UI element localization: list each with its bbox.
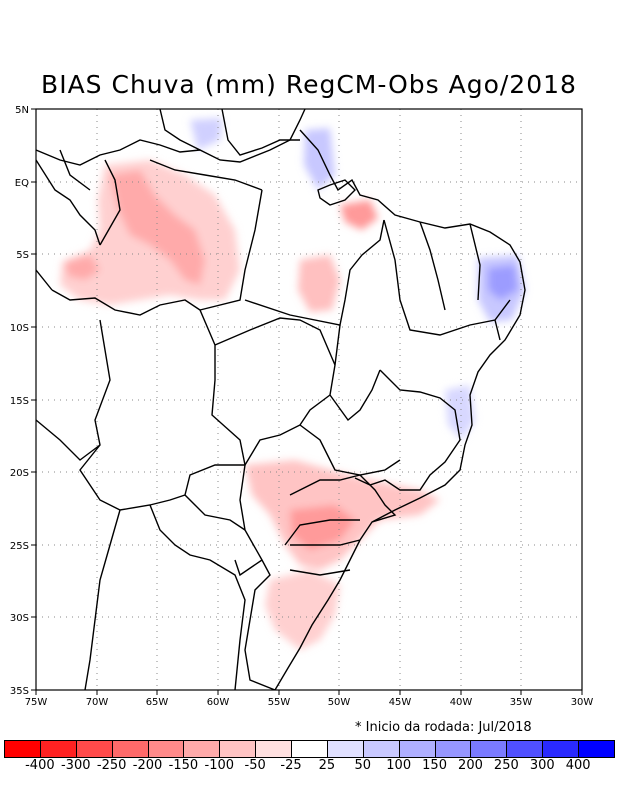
- legend-swatch: [39, 740, 77, 758]
- border-colombia-venezuela: [36, 149, 101, 246]
- bias-area-guiana: [190, 118, 222, 150]
- lat-label: 10S: [10, 323, 29, 334]
- legend-swatch: [578, 740, 615, 758]
- lon-label: 60W: [207, 697, 230, 708]
- border-sao-paulo: [284, 474, 397, 546]
- border-argentina: [149, 504, 246, 690]
- border-para: [244, 219, 385, 326]
- legend-swatch: [470, 740, 508, 758]
- border-west: [51, 289, 276, 690]
- lon-label: 75W: [25, 697, 48, 708]
- bias-core-west: [65, 255, 100, 280]
- lat-label: 30S: [10, 613, 29, 624]
- color-legend: [4, 740, 615, 758]
- legend-label: -250: [96, 758, 127, 773]
- lon-label: 40W: [450, 697, 473, 708]
- border-tocantins: [329, 324, 381, 422]
- legend-label: -50: [244, 758, 266, 773]
- lon-label: 35W: [510, 697, 533, 708]
- boundaries: [36, 109, 526, 690]
- legend-swatch: [75, 740, 113, 758]
- bias-area-rs: [265, 570, 340, 650]
- lon-label: 45W: [389, 697, 412, 708]
- border-bolivia-peru: [36, 269, 186, 511]
- border-parana-sc: [289, 539, 361, 576]
- bias-core-amazon: [110, 170, 205, 285]
- legend-label: 250: [493, 758, 519, 773]
- legend-label: -150: [168, 758, 199, 773]
- lat-labels: 5N EQ 5S 10S 15S 20S 25S 30S 35S: [10, 105, 29, 697]
- border-mato-grosso: [214, 317, 336, 366]
- lon-label: 30W: [571, 697, 594, 708]
- lon-label: 70W: [86, 697, 109, 708]
- lat-label: EQ: [15, 178, 29, 189]
- legend-label: 200: [458, 758, 483, 773]
- legend-swatch: [255, 740, 292, 758]
- legend-swatch: [111, 740, 149, 758]
- legend-label: -25: [280, 758, 302, 773]
- lon-label: 65W: [146, 697, 169, 708]
- lon-labels: 75W 70W 65W 60W 55W 50W 45W 40W 35W 30W: [25, 697, 594, 708]
- legend-swatch: [291, 740, 328, 758]
- legend-swatch: [362, 740, 400, 758]
- border-goias: [244, 394, 401, 476]
- legend-labels: -400 -300 -250 -200 -150 -100 -50 -25 25 50 100 150…: [0, 758, 618, 778]
- map-title: BIAS Chuva (mm) RegCM-Obs Ago/2018: [41, 70, 577, 99]
- lat-label: 20S: [10, 468, 29, 479]
- legend-swatch: [147, 740, 185, 758]
- legend-label: -400: [25, 758, 55, 773]
- legend-swatch: [183, 740, 221, 758]
- bias-area-amapa: [304, 128, 335, 190]
- legend-label: -200: [132, 758, 163, 773]
- bias-core-south: [290, 505, 355, 550]
- bias-core-northeast: [488, 265, 518, 300]
- coastline: [36, 109, 526, 690]
- legend-swatch: [434, 740, 472, 758]
- border-guianas: [159, 109, 300, 156]
- border-peru-chile: [36, 419, 121, 690]
- legend-label: 400: [565, 758, 591, 773]
- grid-lines: [36, 109, 582, 690]
- legend-swatch: [506, 740, 544, 758]
- legend-label: 300: [529, 758, 555, 773]
- legend-label: 150: [422, 758, 447, 773]
- bias-shading: [60, 118, 525, 650]
- border-minas: [354, 369, 461, 491]
- legend-swatch: [219, 740, 257, 758]
- legend-label: -300: [60, 758, 91, 773]
- legend-swatch: [398, 740, 436, 758]
- lon-label: 55W: [268, 697, 291, 708]
- legend-swatch: [542, 740, 579, 758]
- legend-label: 50: [354, 758, 372, 773]
- amazon-mouth-islands: [317, 179, 356, 206]
- legend-label: 25: [318, 758, 336, 773]
- lon-label: 50W: [328, 697, 351, 708]
- bias-area-para: [298, 255, 340, 312]
- legend-label: -100: [204, 758, 235, 773]
- lat-label: 35S: [10, 686, 29, 697]
- legend-swatch: [326, 740, 364, 758]
- lat-label: 15S: [10, 396, 29, 407]
- bias-area-bahia: [445, 385, 475, 440]
- legend-swatch: [4, 740, 41, 758]
- lat-label: 25S: [10, 541, 29, 552]
- bias-area-mouth: [340, 200, 378, 230]
- legend-label: 100: [386, 758, 412, 773]
- tick-marks: [31, 108, 583, 695]
- border-north-interior: [99, 159, 263, 311]
- lat-label: 5S: [16, 250, 29, 261]
- border-northeast: [383, 219, 511, 341]
- run-start-note: * Inicio da rodada: Jul/2018: [355, 720, 532, 735]
- lat-label: 5N: [15, 105, 29, 116]
